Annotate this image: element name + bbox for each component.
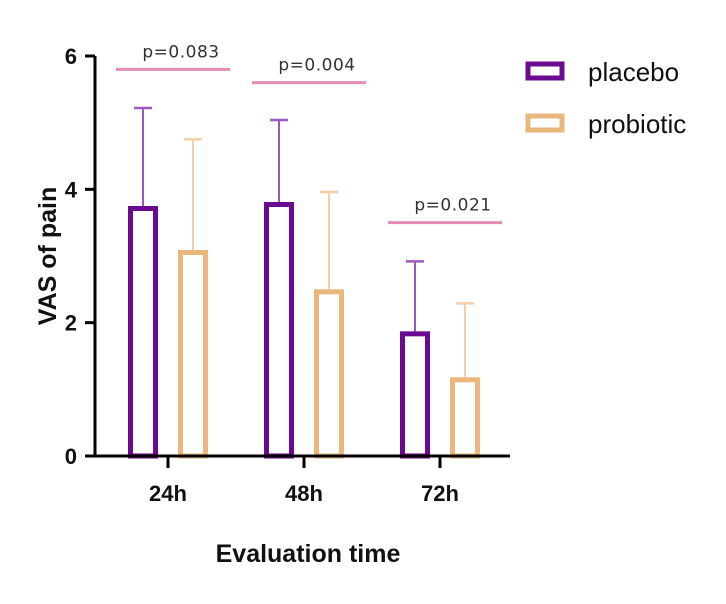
y-tick-label: 2 [65,311,77,336]
y-tick-label: 0 [65,444,77,469]
y-tick-label: 6 [65,44,77,69]
bar-probiotic-72h [450,377,480,459]
legend: placebo probiotic [525,57,686,139]
bars [93,106,510,459]
x-tick-label: 72h [421,481,459,506]
bar-placebo-48h [264,202,294,459]
p-value-label: p=0.083 [142,42,219,62]
bar-probiotic-24h [178,250,208,459]
legend-label-placebo: placebo [588,57,679,87]
p-value-label: p=0.021 [414,196,491,216]
legend-swatch-probiotic [525,113,565,133]
bar-placebo-72h [400,331,430,459]
legend-label-probiotic: probiotic [588,109,686,139]
annotations: p=0.083 p=0.004 p=0.021 [116,42,502,225]
x-tick-label: 48h [285,481,323,506]
x-tick-label: 24h [149,481,187,506]
y-axis-title: VAS of pain [34,187,62,325]
bar-probiotic-48h [314,289,344,459]
bar-placebo-24h [128,206,158,459]
legend-swatch-placebo [525,61,565,81]
x-axis-title: Evaluation time [216,540,401,568]
p-value-label: p=0.004 [278,56,355,76]
y-tick-label: 4 [65,177,78,202]
